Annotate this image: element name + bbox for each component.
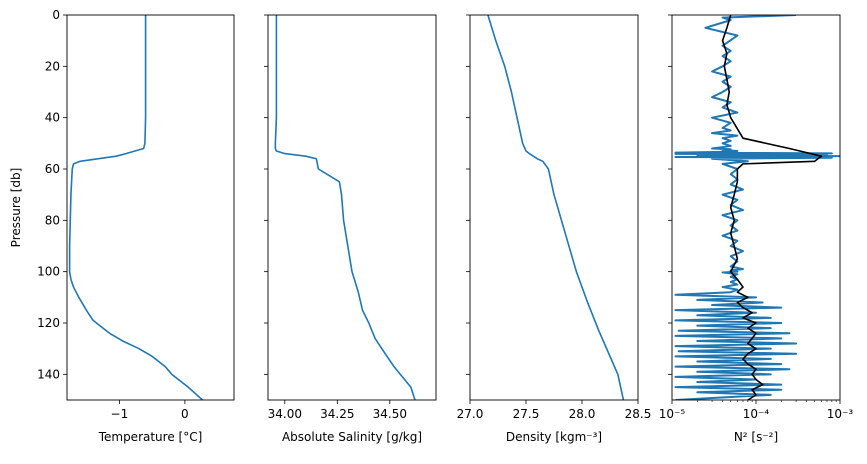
- x-tick-label: 27.0: [457, 407, 484, 421]
- temperature-panel: 0 20 40 60 80 100 120 140 −1 0 Temperature [°C] Pre…: [9, 8, 235, 444]
- x-tick-label: 0: [181, 407, 189, 421]
- series-line-0: [68, 15, 204, 400]
- y-tick-label: 120: [37, 316, 60, 330]
- x-axis-label: Density [kgm⁻³]: [506, 430, 602, 444]
- density-panel: 27.0 27.5 28.0 28.5 Density [kgm⁻³]: [457, 14, 652, 444]
- y-tick-label: 20: [45, 59, 60, 73]
- x-tick-label: 10⁻³: [827, 407, 854, 421]
- y-axis-label: Pressure [db]: [9, 168, 23, 248]
- series-group: [68, 15, 204, 400]
- x-axis-label: Absolute Salinity [g/kg]: [282, 430, 422, 444]
- x-axis-label: Temperature [°C]: [98, 430, 203, 444]
- x-tick-label: 34.25: [320, 407, 354, 421]
- series-line-raw: [674, 15, 840, 400]
- y-tick-label: 60: [45, 162, 60, 176]
- y-tick-label: 100: [37, 265, 60, 279]
- y-tick-label: 0: [52, 8, 60, 22]
- axes-frame: [267, 14, 437, 401]
- x-tick-label: 34.00: [268, 407, 302, 421]
- x-tick-label: 10⁻⁵: [659, 407, 686, 421]
- buoyancy-frequency-panel: 10⁻⁵ 10⁻⁴ 10⁻³ N² [s⁻²]: [659, 14, 854, 444]
- x-tick-label: 34.50: [373, 407, 407, 421]
- x-tick-label: 28.5: [625, 407, 652, 421]
- series-group: [674, 15, 840, 400]
- x-tick-label: 27.5: [513, 407, 540, 421]
- y-tick-label: 40: [45, 111, 60, 125]
- y-tick-label: 80: [45, 213, 60, 227]
- salinity-panel: 34.00 34.25 34.50 Absolute Salinity [g/kg]: [264, 14, 437, 444]
- series-line-0: [487, 15, 625, 400]
- x-tick-label: 10⁻⁴: [743, 407, 770, 421]
- series-line-smoothed: [721, 15, 823, 400]
- axes-frame: [66, 14, 235, 401]
- x-axis-label: N² [s⁻²]: [734, 430, 778, 444]
- axes-frame: [469, 14, 639, 401]
- series-line-0: [274, 15, 416, 400]
- series-group: [487, 15, 625, 400]
- series-group: [274, 15, 416, 400]
- y-tick-label: 140: [37, 367, 60, 381]
- x-tick-label: 28.0: [569, 407, 596, 421]
- x-tick-label: −1: [111, 407, 129, 421]
